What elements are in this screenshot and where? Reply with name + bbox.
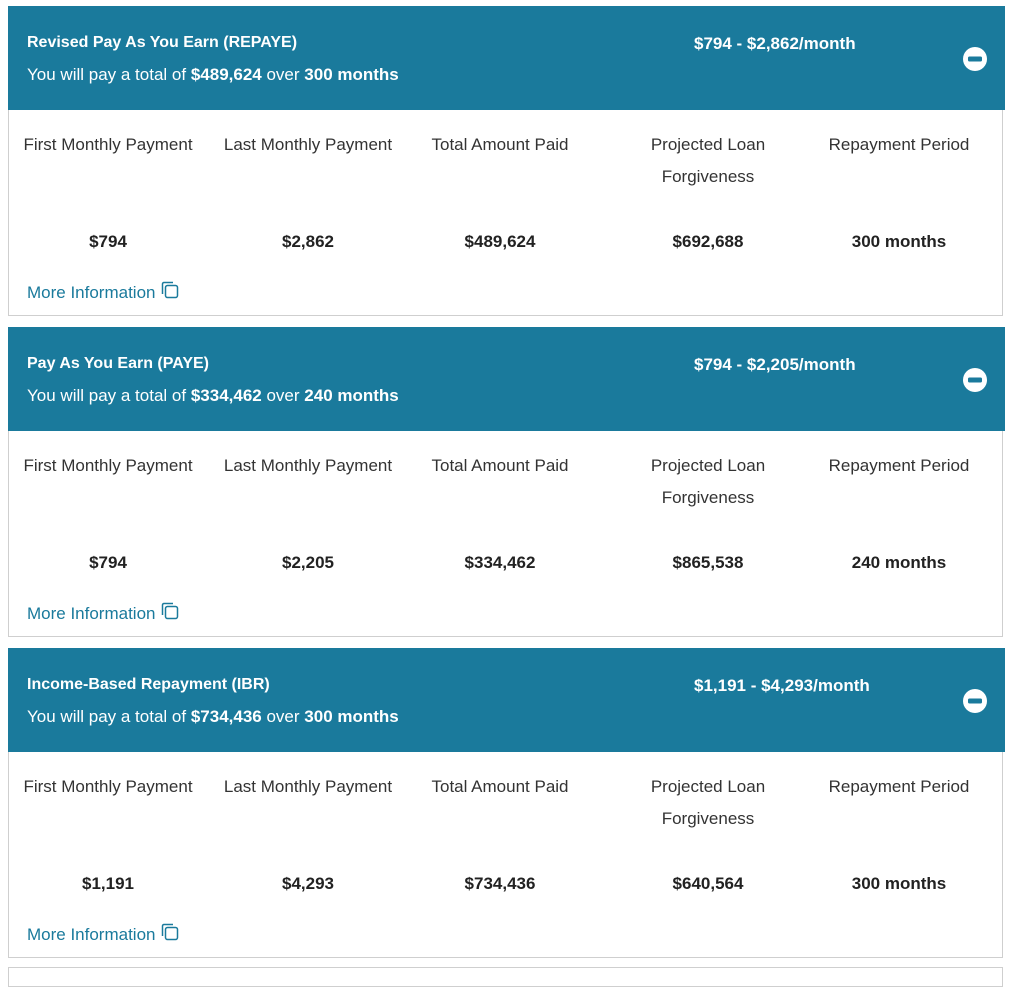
plan-card: Revised Pay As You Earn (REPAYE) You will… bbox=[8, 6, 1005, 316]
plan-summary: You will pay a total of $734,436 over 30… bbox=[27, 707, 399, 727]
column-label: Total Amount Paid bbox=[431, 777, 569, 796]
copy-icon bbox=[161, 602, 179, 625]
column-value: $734,436 bbox=[464, 874, 536, 893]
column-label: Repayment Period bbox=[828, 456, 970, 475]
summary-over: over bbox=[266, 65, 300, 84]
monthly-range: $1,191 - $4,293/month bbox=[694, 676, 870, 695]
monthly-range: $794 - $2,862/month bbox=[694, 34, 856, 53]
summary-total: $489,624 bbox=[190, 65, 262, 84]
column-value: $334,462 bbox=[464, 553, 536, 572]
minus-icon bbox=[963, 47, 987, 71]
column-label: Last Monthly Payment bbox=[223, 777, 393, 796]
plan-title: Revised Pay As You Earn (REPAYE) bbox=[27, 34, 298, 51]
column-value: $4,293 bbox=[282, 874, 334, 893]
more-information-link[interactable]: More Information bbox=[27, 281, 179, 304]
collapse-button[interactable] bbox=[962, 46, 988, 77]
collapse-button[interactable] bbox=[962, 367, 988, 398]
column-value: $865,538 bbox=[672, 553, 744, 572]
copy-icon bbox=[161, 281, 179, 304]
link-text: More Information bbox=[27, 603, 156, 623]
monthly-range: $794 - $2,205/month bbox=[694, 355, 856, 374]
column-value: $794 bbox=[89, 553, 127, 572]
column-label: Last Monthly Payment bbox=[223, 456, 393, 475]
more-information-link[interactable]: More Information bbox=[27, 923, 179, 946]
summary-over: over bbox=[266, 386, 300, 405]
summary-prefix: You will pay a total of bbox=[27, 65, 187, 84]
link-text: More Information bbox=[27, 282, 156, 302]
column-label: Repayment Period bbox=[828, 135, 970, 154]
column-value: $692,688 bbox=[672, 232, 744, 251]
next-card bbox=[8, 967, 1003, 987]
plan-header[interactable]: Pay As You Earn (PAYE) You will pay a tot… bbox=[8, 327, 1005, 431]
column-value: $640,564 bbox=[672, 874, 744, 893]
plan-title: Income-Based Repayment (IBR) bbox=[27, 676, 270, 693]
column-value: 300 months bbox=[851, 874, 947, 893]
summary-total: $734,436 bbox=[190, 707, 262, 726]
summary-prefix: You will pay a total of bbox=[27, 386, 187, 405]
column-label: Projected Loan Forgiveness bbox=[650, 135, 766, 186]
column-label: Last Monthly Payment bbox=[223, 135, 393, 154]
column-value: $489,624 bbox=[464, 232, 536, 251]
column-label: Repayment Period bbox=[828, 777, 970, 796]
minus-icon bbox=[963, 368, 987, 392]
summary-months: 240 months bbox=[304, 386, 399, 405]
link-text: More Information bbox=[27, 924, 156, 944]
copy-icon bbox=[161, 923, 179, 946]
column-label: Total Amount Paid bbox=[431, 456, 569, 475]
column-value: $2,205 bbox=[282, 553, 334, 572]
more-information-link[interactable]: More Information bbox=[27, 602, 179, 625]
column-value: 240 months bbox=[851, 553, 947, 572]
column-label: Projected Loan Forgiveness bbox=[650, 456, 766, 507]
plan-header[interactable]: Income-Based Repayment (IBR) You will pay… bbox=[8, 648, 1005, 752]
column-label: First Monthly Payment bbox=[23, 135, 193, 154]
summary-total: $334,462 bbox=[190, 386, 262, 405]
plan-card: Income-Based Repayment (IBR) You will pay… bbox=[8, 648, 1005, 958]
summary-over: over bbox=[266, 707, 300, 726]
summary-months: 300 months bbox=[304, 65, 399, 84]
collapse-button[interactable] bbox=[962, 688, 988, 719]
summary-prefix: You will pay a total of bbox=[27, 707, 187, 726]
plan-card: Pay As You Earn (PAYE) You will pay a tot… bbox=[8, 327, 1005, 637]
minus-icon bbox=[963, 689, 987, 713]
summary-months: 300 months bbox=[304, 707, 399, 726]
column-value: 300 months bbox=[851, 232, 947, 251]
column-value: $794 bbox=[89, 232, 127, 251]
plan-header[interactable]: Revised Pay As You Earn (REPAYE) You will… bbox=[8, 6, 1005, 110]
column-value: $1,191 bbox=[82, 874, 134, 893]
column-label: First Monthly Payment bbox=[23, 777, 193, 796]
column-value: $2,862 bbox=[282, 232, 334, 251]
column-label: First Monthly Payment bbox=[23, 456, 193, 475]
plan-summary: You will pay a total of $334,462 over 24… bbox=[27, 386, 399, 406]
column-label: Total Amount Paid bbox=[431, 135, 569, 154]
plan-summary: You will pay a total of $489,624 over 30… bbox=[27, 65, 399, 85]
plan-title: Pay As You Earn (PAYE) bbox=[27, 355, 209, 372]
column-label: Projected Loan Forgiveness bbox=[650, 777, 766, 828]
